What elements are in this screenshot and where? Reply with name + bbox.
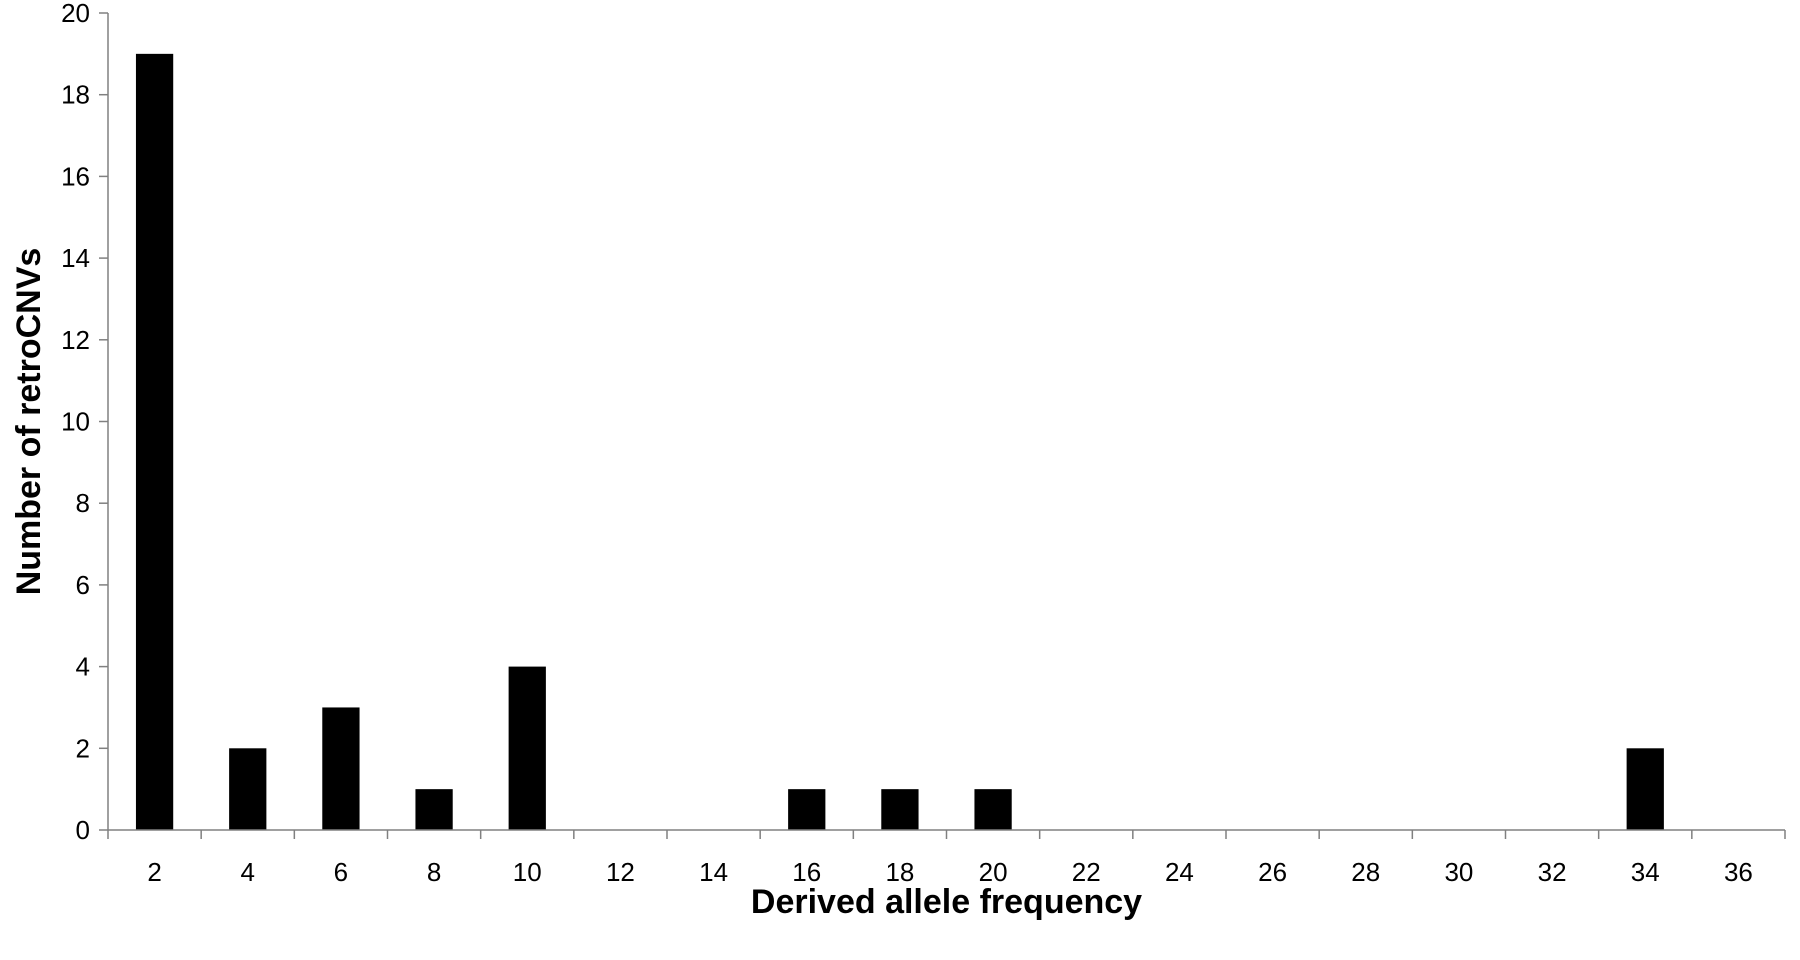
y-tick-label: 14: [61, 243, 90, 273]
bar: [974, 789, 1012, 830]
x-tick-label: 6: [334, 857, 348, 887]
x-tick-label: 30: [1444, 857, 1473, 887]
y-tick-label: 10: [61, 407, 90, 437]
x-tick-label: 32: [1538, 857, 1567, 887]
bar: [229, 748, 267, 830]
x-tick-label: 16: [792, 857, 821, 887]
bar: [1626, 748, 1664, 830]
x-tick-label: 22: [1072, 857, 1101, 887]
x-tick-label: 2: [147, 857, 161, 887]
x-tick-label: 26: [1258, 857, 1287, 887]
y-tick-label: 2: [76, 733, 90, 763]
y-tick-label: 4: [76, 652, 90, 682]
bar: [508, 666, 546, 830]
bars: [135, 53, 1664, 831]
x-tick-label: 28: [1351, 857, 1380, 887]
bar: [135, 53, 174, 831]
y-tick-label: 16: [61, 161, 90, 191]
y-axis-title: Number of retroCNVs: [10, 248, 48, 596]
y-axis-ticks: 0 2 4 6 8 10 12 14 16 18 20: [61, 0, 108, 845]
y-tick-label: 18: [61, 80, 90, 110]
y-tick-label: 20: [61, 0, 90, 28]
x-tick-label: 10: [513, 857, 542, 887]
x-tick-label: 8: [427, 857, 441, 887]
bar: [415, 789, 453, 830]
x-tick-label: 18: [885, 857, 914, 887]
y-tick-label: 12: [61, 325, 90, 355]
x-axis-ticks: 2 4 6 8 10 12 14 16 18 20 22 24 26 28 30 32 34 36: [107, 830, 1786, 887]
y-tick-label: 8: [76, 488, 90, 518]
bar: [788, 789, 826, 830]
bar: [322, 707, 360, 830]
x-tick-label: 14: [699, 857, 728, 887]
x-tick-label: 12: [606, 857, 635, 887]
y-tick-label: 0: [76, 815, 90, 845]
y-tick-label: 6: [76, 570, 90, 600]
x-tick-label: 4: [241, 857, 255, 887]
x-axis-title: Derived allele frequency: [751, 883, 1142, 921]
x-tick-label: 36: [1724, 857, 1753, 887]
bar: [881, 789, 919, 830]
x-tick-label: 34: [1631, 857, 1660, 887]
x-tick-label: 20: [979, 857, 1008, 887]
x-tick-label: 24: [1165, 857, 1194, 887]
